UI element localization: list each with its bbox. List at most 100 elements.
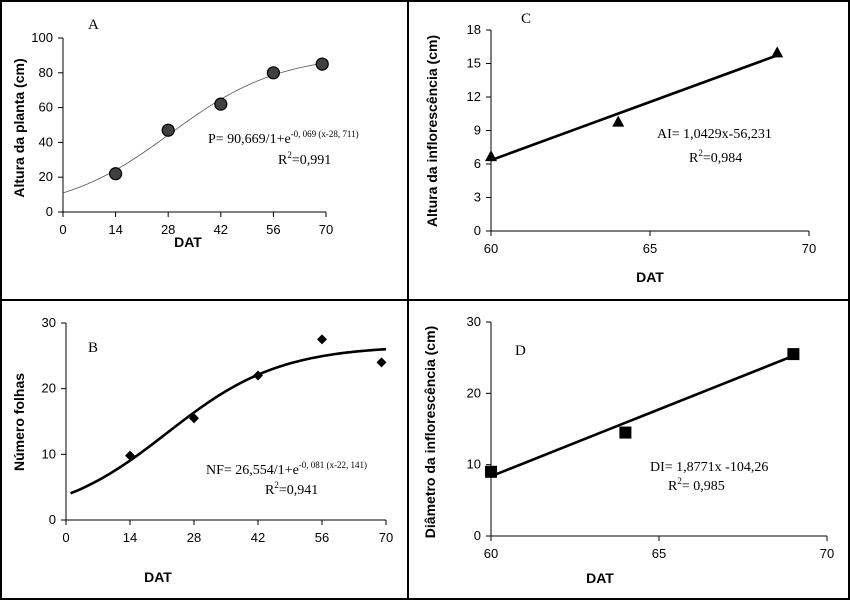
svg-text:R2=0,941: R2=0,941 [265, 480, 318, 498]
panel-b-r2-exponent: 2 [274, 480, 279, 490]
panel-a-y-tick-label: 0 [46, 204, 53, 219]
panel-b-data-point-3 [253, 370, 263, 381]
panel-b-points-layer [125, 334, 387, 461]
panel-d-x-tick-label: 60 [484, 546, 498, 561]
svg-text:R2= 0,985: R2= 0,985 [668, 476, 725, 494]
panel-b-y-tick-label: 10 [42, 446, 56, 461]
panel-b-equation-exponent: -0, 081 (x-22, 141) [299, 460, 367, 470]
panel-c-grid-layer: 60 65 70 0 3 6 9 12 15 18 [467, 22, 817, 256]
panel-b-y-tick-label: 20 [42, 381, 56, 396]
panel-a-y-tick-label: 60 [39, 100, 53, 115]
panel-c-data-point-3 [771, 46, 784, 58]
panel-b-letter: B [88, 340, 98, 356]
svg-text:R2=0,984: R2=0,984 [689, 148, 742, 166]
panel-b-fit-curve [70, 347, 387, 495]
panel-c-y-tick-label: 6 [474, 156, 481, 171]
panel-d-x-tick-label: 65 [652, 546, 666, 561]
panel-b-x-tick-label: 28 [187, 530, 201, 545]
panel-b-y-tick-label: 30 [42, 315, 56, 330]
panel-c-x-tick-label: 70 [802, 241, 816, 256]
panel-d-data-point-2 [619, 426, 632, 439]
panel-b-x-tick-label: 0 [62, 530, 69, 545]
panel-c-y-tick-label: 18 [467, 22, 481, 37]
panel-c-y-tick-label: 15 [467, 56, 481, 71]
panel-b-border [0, 299, 409, 600]
panel-d-fit-curve [490, 354, 794, 478]
panel-c-y-tick-label: 0 [474, 223, 481, 238]
panel-c-y-tick-label: 3 [474, 190, 481, 205]
panel-d-y-tick-label: 10 [467, 457, 481, 472]
svg-text:NF= 26,554/1+e-0, 081 (x-22, 1: NF= 26,554/1+e-0, 081 (x-22, 141) [206, 460, 367, 478]
panel-d-data-point-1 [485, 465, 497, 478]
panel-b-r2-value: =0,941 [279, 483, 318, 498]
panel-a-y-tick-label: 40 [39, 134, 53, 149]
panel-d-x-axis-title: DAT [586, 570, 614, 586]
panel-a-y-tick-label: 20 [39, 169, 53, 184]
panel-a-equation: P= 90,669/1+e-0, 069 (x-28, 711) R2=0,99… [208, 129, 359, 168]
panel-a: 0 14 28 42 56 70 0 20 40 60 80 100 A DAT Altura da … [11, 17, 359, 250]
panel-c-r2-label: R [689, 151, 699, 166]
panel-a-x-axis-title: DAT [174, 234, 202, 250]
panel-c-y-axis-title: Altura da inflorescência (cm) [424, 35, 440, 227]
svg-text:R2=0,991: R2=0,991 [278, 150, 331, 168]
panel-a-fit-layer [62, 62, 327, 194]
panel-d-y-tick-label: 20 [467, 385, 481, 400]
panel-a-data-point-2 [161, 123, 175, 137]
panel-a-letter: A [88, 17, 99, 33]
panel-c-fit-curve [490, 54, 778, 162]
panel-b-x-tick-label: 14 [123, 530, 137, 545]
panel-a-x-tick-label: 28 [161, 222, 175, 237]
panel-a-fit-curve [62, 62, 327, 194]
panel-d-data-point-3 [787, 348, 800, 361]
panel-d-y-tick-label: 30 [467, 314, 481, 329]
panel-d-equation: DI= 1,8771x -104,26 R2= 0,985 [650, 460, 768, 494]
panel-d-r2-value: = 0,985 [682, 479, 725, 494]
panel-c-x-axis-title: DAT [636, 269, 664, 285]
panel-a-x-tick-label: 0 [59, 222, 66, 237]
panel-d-equation-main: DI= 1,8771x -104,26 [650, 460, 768, 475]
panel-b-x-tick-label: 42 [251, 530, 265, 545]
panel-a-x-tick-label: 56 [266, 222, 280, 237]
panel-b-data-point-2 [189, 413, 199, 424]
panel-b-grid-layer: 0 14 28 42 56 70 0 10 20 30 [42, 315, 394, 545]
panel-c-border [407, 0, 850, 301]
panel-a-r2-value: =0,991 [292, 153, 331, 168]
panel-c: 60 65 70 0 3 6 9 12 15 18 C DAT Altura da inflore… [424, 11, 816, 285]
panel-d-r2-label: R [668, 479, 678, 494]
panel-a-data-point-3 [214, 97, 228, 111]
panel-b-x-tick-label: 70 [379, 530, 393, 545]
panel-b-equation: NF= 26,554/1+e-0, 081 (x-22, 141) R2=0,9… [206, 460, 367, 498]
panel-c-r2-value: =0,984 [703, 151, 742, 166]
panel-c-y-tick-label: 12 [467, 89, 481, 104]
panel-c-x-tick-label: 65 [643, 241, 657, 256]
panel-a-y-tick-label: 80 [39, 65, 53, 80]
panel-a-border [0, 0, 409, 301]
panel-b-y-axis-title: Número folhas [11, 373, 27, 471]
panel-d-y-axis-title: Diâmetro da inflorescência (cm) [422, 326, 438, 538]
panel-d-fit-layer [490, 354, 794, 478]
panel-a-x-tick-label: 70 [319, 222, 333, 237]
panel-a-points-layer [108, 57, 329, 181]
panel-c-letter: C [521, 11, 531, 27]
panel-a-y-axis-title: Altura da planta (cm) [11, 58, 27, 197]
panel-b: 0 14 28 42 56 70 0 10 20 30 B DAT Número folhas N… [11, 315, 393, 585]
panel-c-equation: AI= 1,0429x-56,231 R2=0,984 [657, 127, 772, 166]
panel-a-grid-layer: 0 14 28 42 56 70 0 20 40 60 80 100 [31, 30, 333, 237]
panel-b-data-point-1 [125, 450, 135, 461]
panel-c-fit-layer [490, 54, 778, 162]
panel-b-fit-layer [70, 347, 387, 495]
panel-d-y-tick-label: 0 [474, 528, 481, 543]
panel-a-x-tick-label: 42 [214, 222, 228, 237]
svg-text:P= 90,669/1+e-0, 069 (x-28, 71: P= 90,669/1+e-0, 069 (x-28, 711) [208, 129, 359, 147]
panel-d: 60 65 70 0 10 20 30 D DAT Diâmetro da inflores… [422, 314, 834, 586]
panel-a-equation-exponent: -0, 069 (x-28, 711) [291, 129, 359, 139]
panel-a-y-tick-label: 100 [31, 30, 53, 45]
panel-a-x-tick-label: 14 [108, 222, 122, 237]
panel-b-r2-label: R [265, 483, 275, 498]
panel-c-equation-main: AI= 1,0429x-56,231 [657, 127, 772, 142]
panel-b-equation-main: NF= 26,554/1+e [206, 463, 299, 478]
panel-d-x-tick-label: 70 [820, 546, 834, 561]
panel-a-data-point-4 [266, 66, 280, 80]
panel-c-data-point-2 [612, 115, 625, 127]
